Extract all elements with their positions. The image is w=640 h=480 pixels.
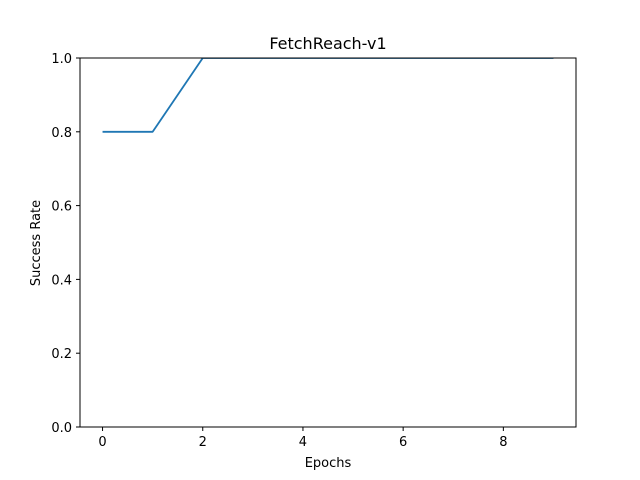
- axes-layer: 0 2 4 6 8 0.0 0.2 0.4 0.6 0.8 1.0: [51, 52, 577, 450]
- x-tick-label: 4: [299, 435, 307, 450]
- axes-frame: [79, 57, 577, 428]
- x-tick-label: 2: [199, 435, 207, 450]
- y-tick-label: 0.6: [51, 200, 72, 215]
- series-layer: [102, 58, 554, 133]
- series-line-0: [102, 58, 554, 133]
- y-tick-label: 0.8: [51, 126, 72, 141]
- y-tick-label: 1.0: [51, 52, 72, 67]
- chart-title: FetchReach-v1: [269, 34, 386, 53]
- y-tick-label: 0.0: [51, 421, 72, 436]
- y-axis-label: Success Rate: [29, 200, 44, 286]
- x-tick-label: 6: [399, 435, 407, 450]
- x-tick-label: 8: [499, 435, 507, 450]
- x-axis-label: Epochs: [305, 456, 352, 471]
- y-tick-label: 0.4: [51, 273, 72, 288]
- x-tick-label: 0: [98, 435, 106, 450]
- y-tick-label: 0.2: [51, 347, 72, 362]
